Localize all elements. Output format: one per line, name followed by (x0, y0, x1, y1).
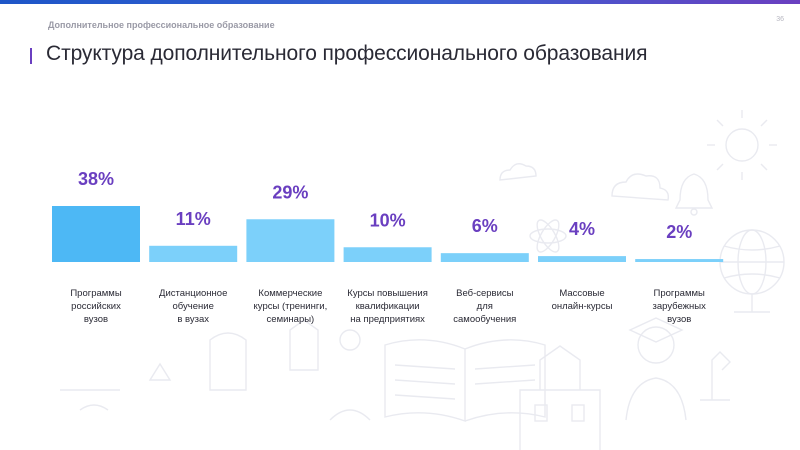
bar-6 (538, 256, 626, 262)
title-marker (30, 48, 32, 64)
category-label-6: Массовые онлайн-курсы (552, 288, 613, 312)
category-labels-layer: Программы российских вузов Дистанционное обу… (70, 288, 706, 325)
bar-7 (635, 259, 724, 262)
category-label-5: Веб-сервисы для самообучения (453, 288, 516, 325)
category-label-line: для (477, 301, 493, 312)
category-label-line: курсы (тренинги, (254, 301, 328, 312)
category-label-line: российских (71, 301, 121, 312)
bar-5 (440, 253, 529, 262)
value-label-5: 6% (472, 216, 498, 236)
top-accent-bar (0, 0, 800, 4)
bar-1 (52, 206, 140, 262)
page-number: 36 (776, 16, 784, 23)
category-label-line: на предприятиях (350, 314, 425, 325)
value-label-1: 38% (78, 169, 114, 189)
category-label-line: Массовые (559, 288, 604, 299)
category-label-line: семинары) (267, 314, 315, 325)
category-label-line: квалификации (356, 301, 420, 312)
category-label-7: Программы зарубежных вузов (653, 288, 707, 325)
bar-2 (149, 245, 238, 262)
category-label-4: Курсы повышения квалификации на предприяти… (347, 288, 428, 325)
value-label-3: 29% (272, 182, 308, 202)
category-label-1: Программы российских вузов (70, 288, 121, 325)
value-label-6: 4% (569, 219, 595, 239)
bar-3 (246, 219, 335, 262)
category-label-3: Коммерческие курсы (тренинги, семинары) (254, 288, 328, 325)
category-label-line: зарубежных (653, 301, 707, 312)
category-label-line: Программы (654, 288, 705, 299)
value-labels-layer: 38% 11% 29% 10% 6% 4% 2% (78, 169, 692, 242)
category-label-line: самообучения (453, 314, 516, 325)
category-label-line: в вузах (177, 314, 209, 325)
bar-4 (343, 247, 432, 262)
category-label-line: вузов (84, 314, 108, 325)
category-label-line: Дистанционное (159, 288, 227, 299)
category-label-line: обучение (173, 301, 214, 312)
value-label-2: 11% (176, 209, 211, 229)
section-label: Дополнительное профессиональное образова… (48, 20, 275, 30)
page-title: Структура дополнительного профессиональн… (46, 42, 648, 65)
bars-layer (52, 206, 724, 262)
category-label-line: Веб-сервисы (456, 288, 514, 299)
category-label-line: онлайн-курсы (552, 301, 613, 312)
category-label-line: Коммерческие (258, 288, 322, 299)
category-label-line: Программы (70, 288, 121, 299)
value-label-7: 2% (666, 222, 692, 242)
category-label-line: вузов (667, 314, 691, 325)
category-label-2: Дистанционное обучение в вузах (159, 288, 227, 325)
value-label-4: 10% (370, 210, 406, 230)
category-label-line: Курсы повышения (347, 288, 428, 299)
